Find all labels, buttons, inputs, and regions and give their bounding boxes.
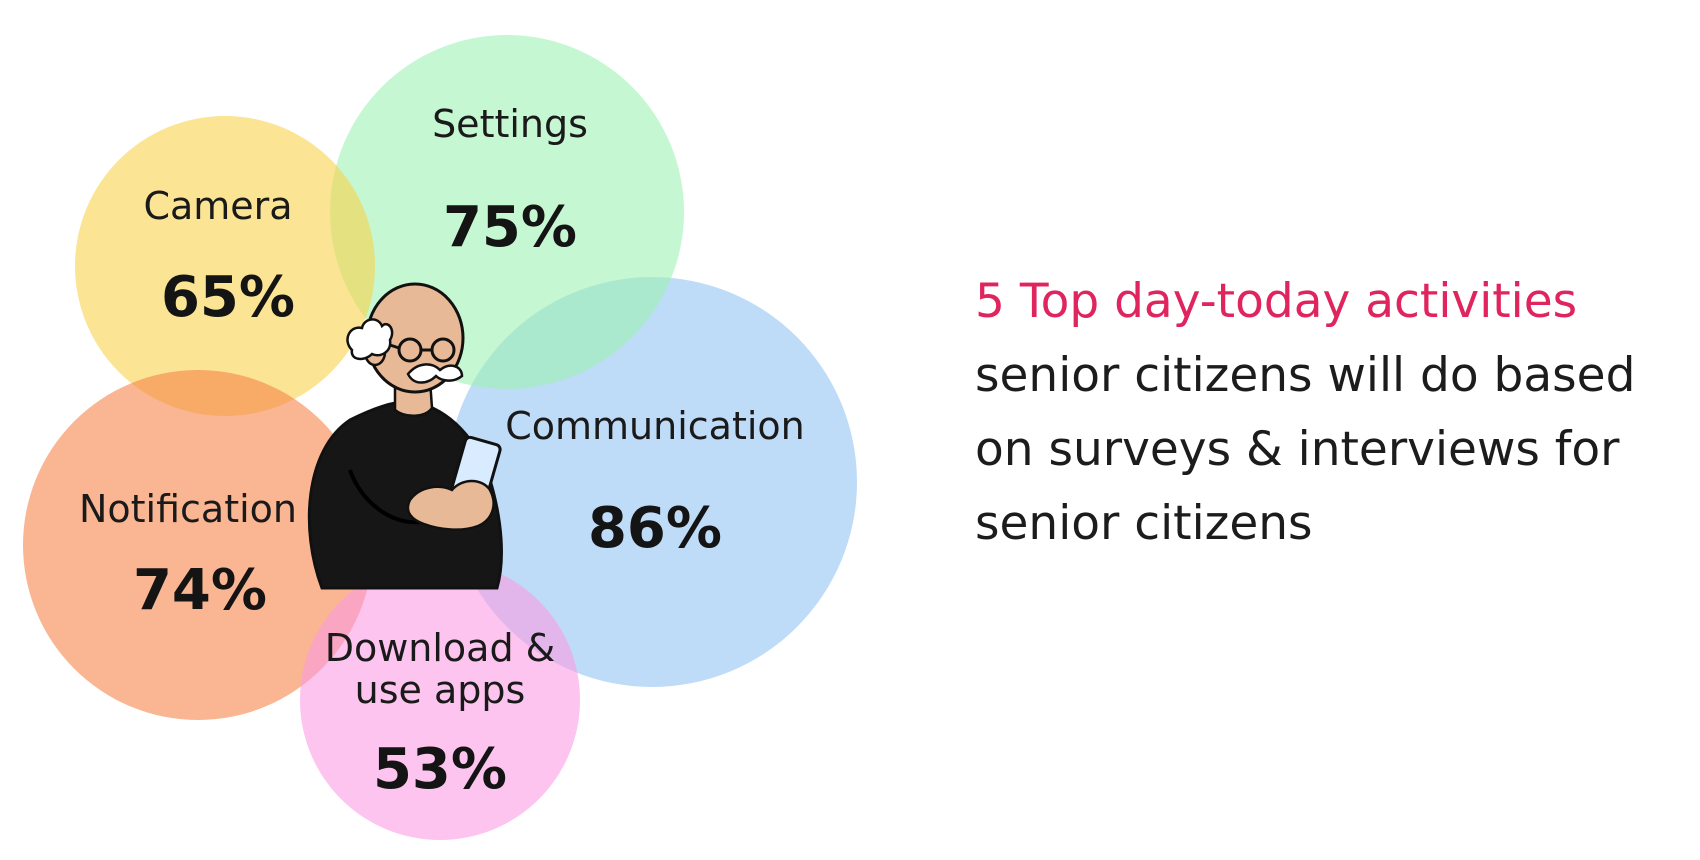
download-value: 53% [373,737,507,802]
man-mustache [406,363,464,384]
headline-line-3: senior citizens [975,496,1313,551]
bubble-layer [23,35,857,840]
activity-bubble-diagram: Camera 65% Settings 75% Communication 86… [23,35,857,840]
bubble-notification [23,370,373,720]
download-label-line: Download & [325,626,556,670]
communication-label: Communication [505,404,805,448]
download-label: Download & use apps [325,626,556,712]
settings-value: 75% [443,195,577,260]
glasses-icon [389,337,456,363]
man-hands [406,479,495,531]
notification-label: Notification [79,487,297,531]
senior-man-illustration [307,282,503,590]
camera-label: Camera [143,184,292,228]
settings-label: Settings [432,102,588,146]
camera-label-line: Camera [143,184,292,228]
bubble-camera [75,116,375,416]
communication-label-line: Communication [505,404,805,448]
bubble-download [300,560,580,840]
headline-line-1: senior citizens will do based [975,348,1636,403]
headline-line-2: on surveys & interviews for [975,422,1620,477]
headline-accent: 5 Top day-today activities [975,274,1578,329]
camera-value: 65% [161,265,295,330]
communication-value: 86% [588,496,722,561]
notification-value: 74% [133,558,267,623]
download-label-line: use apps [355,668,526,712]
settings-label-line: Settings [432,102,588,146]
bubble-text-layer: Camera 65% Settings 75% Communication 86… [79,102,805,802]
man-hair [346,318,394,361]
notification-label-line: Notification [79,487,297,531]
headline: 5 Top day-today activities senior citize… [975,265,1675,561]
